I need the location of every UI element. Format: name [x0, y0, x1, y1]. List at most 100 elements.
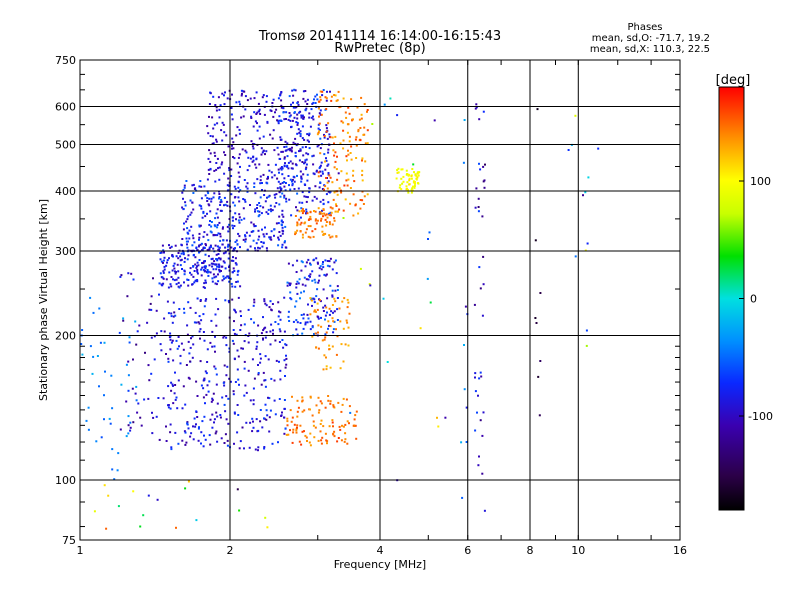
- data-point: [252, 156, 255, 159]
- data-point: [235, 134, 238, 137]
- data-point: [190, 273, 193, 276]
- data-point: [218, 178, 221, 181]
- data-point: [341, 424, 343, 427]
- data-point: [474, 376, 476, 379]
- data-point: [401, 182, 404, 185]
- data-point: [205, 298, 208, 301]
- data-point: [111, 448, 114, 451]
- data-point: [325, 97, 328, 100]
- data-point: [111, 468, 114, 471]
- data-point: [325, 368, 328, 371]
- data-point: [272, 98, 275, 101]
- data-point: [128, 336, 131, 339]
- data-point: [477, 197, 480, 200]
- data-point: [410, 177, 413, 180]
- data-point: [340, 170, 343, 173]
- data-point: [213, 365, 216, 368]
- data-point: [155, 309, 158, 312]
- data-point: [280, 150, 283, 153]
- data-point: [195, 266, 198, 269]
- data-point: [183, 273, 186, 276]
- data-point: [271, 102, 274, 104]
- data-point: [227, 230, 230, 233]
- data-point: [230, 259, 233, 262]
- data-point: [250, 115, 253, 118]
- data-point: [203, 415, 206, 418]
- data-point: [306, 133, 309, 136]
- data-point: [236, 273, 239, 276]
- data-point: [361, 174, 364, 177]
- data-point: [252, 239, 255, 242]
- data-point: [232, 227, 234, 230]
- data-point: [474, 372, 477, 375]
- data-point: [284, 366, 287, 369]
- data-point: [331, 317, 334, 320]
- data-point: [103, 418, 105, 421]
- x-tick-label: 16: [673, 544, 687, 557]
- data-point: [414, 173, 417, 176]
- data-point: [309, 273, 312, 276]
- data-point: [219, 104, 222, 107]
- data-point: [402, 180, 405, 183]
- data-point: [320, 316, 322, 319]
- data-point: [335, 168, 338, 171]
- data-point: [413, 185, 416, 187]
- data-point: [329, 366, 332, 369]
- data-point: [233, 308, 236, 311]
- data-point: [295, 106, 298, 109]
- data-point: [345, 116, 348, 119]
- data-point: [215, 138, 218, 141]
- data-point: [345, 155, 348, 158]
- data-point: [281, 173, 284, 176]
- data-point: [296, 415, 299, 418]
- data-point: [371, 123, 374, 125]
- data-point: [211, 265, 214, 268]
- data-point: [163, 265, 166, 268]
- data-point: [225, 134, 228, 137]
- data-point: [346, 131, 349, 134]
- data-point: [386, 361, 389, 363]
- data-point: [233, 185, 236, 188]
- data-point: [171, 269, 174, 272]
- data-point: [336, 99, 339, 102]
- data-point: [326, 216, 329, 219]
- data-point: [319, 400, 322, 403]
- data-point: [191, 244, 194, 247]
- data-point: [313, 310, 316, 313]
- data-point: [168, 257, 170, 260]
- data-point: [232, 156, 234, 158]
- data-point: [325, 177, 328, 179]
- data-point: [224, 246, 227, 249]
- data-point: [296, 424, 299, 427]
- data-point: [282, 215, 285, 218]
- data-points: [80, 88, 600, 530]
- data-point: [397, 171, 400, 174]
- data-point: [191, 335, 194, 338]
- data-point: [178, 345, 180, 348]
- data-point: [325, 224, 328, 227]
- data-point: [218, 193, 221, 195]
- data-point: [347, 106, 350, 109]
- data-point: [319, 90, 322, 93]
- x-tick-label: 1: [77, 544, 84, 557]
- data-point: [254, 448, 257, 451]
- data-point: [162, 271, 165, 274]
- data-point: [146, 321, 149, 324]
- data-point: [214, 367, 217, 370]
- data-point: [334, 151, 337, 154]
- data-point: [310, 108, 313, 111]
- data-point: [125, 435, 128, 438]
- data-point: [396, 171, 399, 174]
- data-point: [264, 403, 267, 406]
- data-point: [336, 440, 339, 443]
- data-point: [210, 400, 213, 403]
- data-point: [277, 222, 280, 225]
- data-point: [478, 266, 481, 269]
- data-point: [317, 175, 320, 178]
- data-point: [483, 186, 486, 189]
- data-point: [173, 262, 176, 265]
- data-point: [538, 414, 541, 417]
- data-point: [210, 258, 213, 261]
- data-point: [204, 279, 207, 282]
- data-point: [217, 273, 219, 276]
